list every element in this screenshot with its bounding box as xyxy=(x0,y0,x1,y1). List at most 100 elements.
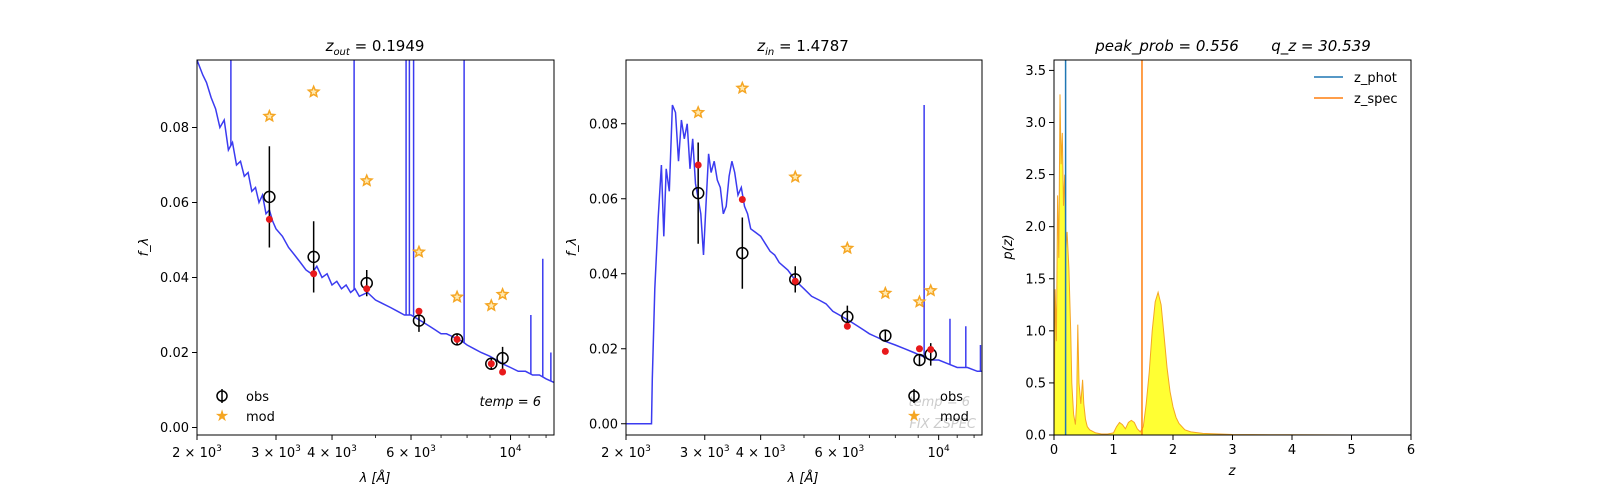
x-axis-label: λ [Å] xyxy=(787,470,819,486)
axes-frame xyxy=(196,59,555,436)
y-tick-label: 0.0 xyxy=(1025,429,1046,444)
x-tick-base: 6 × 10 xyxy=(815,446,859,461)
fit-point xyxy=(738,196,746,203)
series-group xyxy=(626,80,982,425)
fit-point xyxy=(694,161,702,169)
legend-obs-label: obs xyxy=(940,390,963,405)
legend: z_phot z_spec xyxy=(1314,71,1398,107)
x-tick-base: 2 × 10 xyxy=(172,446,216,461)
y-ticks: 0.00 0.02 0.04 0.06 0.08 xyxy=(160,121,197,436)
pz-area xyxy=(1054,94,1352,435)
x-tick-exponent: 3 xyxy=(216,444,222,454)
obs-point xyxy=(263,190,276,204)
x-tick-label: 5 xyxy=(1347,443,1355,458)
legend-mod-marker: ★ xyxy=(215,406,229,425)
obs-point xyxy=(841,310,854,324)
fit-point xyxy=(415,307,423,315)
x-axis-label: λ [Å] xyxy=(359,470,391,486)
y-tick-label: 0.04 xyxy=(160,271,189,286)
obs-point xyxy=(691,186,705,200)
model-star xyxy=(735,80,750,95)
fit-point xyxy=(915,345,923,353)
fit-point xyxy=(363,285,371,293)
x-tick-base: 3 × 10 xyxy=(251,446,295,461)
axes-frame xyxy=(1053,59,1412,436)
x-tick-label: 3 × 103 xyxy=(251,444,301,461)
x-tick-label: 2 × 103 xyxy=(601,444,651,461)
title-value: = 0.1949 xyxy=(350,37,425,55)
legend-zspec-label: z_spec xyxy=(1354,92,1398,107)
legend-obs-marker xyxy=(216,390,228,402)
obs-point xyxy=(879,329,892,342)
x-tick-label: 2 xyxy=(1169,443,1177,458)
x-tick-label: 0 xyxy=(1050,443,1058,458)
fit-point xyxy=(310,270,318,278)
watermark-template: temp = 6 xyxy=(909,395,970,410)
title-value: = 1.4787 xyxy=(774,37,849,55)
panel-zin-title: zin = 1.4787 xyxy=(756,37,849,58)
x-tick-label: 6 × 103 xyxy=(386,444,436,461)
x-tick-base: 10 xyxy=(928,446,945,461)
x-tick-base: 4 × 10 xyxy=(736,446,780,461)
y-tick-label: 1.0 xyxy=(1025,324,1046,339)
y-tick-label: 0.5 xyxy=(1025,376,1046,391)
x-tick-label: 4 xyxy=(1288,443,1296,458)
fit-point xyxy=(881,347,889,355)
y-tick-label: 2.0 xyxy=(1025,220,1046,235)
model-star xyxy=(840,240,855,255)
y-tick-label: 2.5 xyxy=(1025,168,1046,183)
x-tick-label: 104 xyxy=(928,444,951,461)
obs-point xyxy=(736,246,749,260)
x-tick-base: 2 × 10 xyxy=(601,446,645,461)
title-subscript: in xyxy=(765,47,774,58)
spectrum-line xyxy=(626,104,982,425)
fit-point xyxy=(499,368,507,376)
x-tick-exponent: 3 xyxy=(859,444,865,454)
x-tick-base: 3 × 10 xyxy=(680,446,724,461)
model-star xyxy=(262,108,277,123)
x-tick-exponent: 3 xyxy=(351,444,357,454)
model-star xyxy=(788,169,803,184)
x-axis-label: z xyxy=(1228,464,1237,479)
model-star xyxy=(912,294,927,308)
x-tick-label: 2 × 103 xyxy=(172,444,222,461)
plot-area xyxy=(1054,60,1352,435)
y-tick-label: 0.06 xyxy=(160,196,189,211)
series-group xyxy=(1054,60,1352,435)
fit-point xyxy=(927,346,935,353)
panel-zout-title: zout = 0.1949 xyxy=(325,37,425,58)
y-axis-label: p(z) xyxy=(1001,234,1016,260)
model-star xyxy=(878,285,893,300)
x-tick-exponent: 3 xyxy=(645,444,651,454)
y-axis-label: f_λ xyxy=(565,238,580,257)
y-tick-label: 0.08 xyxy=(589,117,618,132)
x-tick-exponent: 3 xyxy=(430,444,436,454)
x-tick-label: 3 xyxy=(1228,443,1236,458)
obs-point xyxy=(789,273,802,286)
model-star xyxy=(484,298,499,312)
x-tick-label: 4 × 103 xyxy=(736,444,786,461)
y-tick-label: 0.06 xyxy=(589,192,618,207)
panel-zin: zin = 1.4787 temp = 6 FIX ZSPEC 2 × 103 3… xyxy=(565,37,983,486)
y-tick-label: 3.5 xyxy=(1025,64,1046,79)
model-star xyxy=(449,289,465,304)
spectrum-line xyxy=(197,60,554,384)
x-tick-base: 10 xyxy=(499,446,516,461)
plot-area xyxy=(626,80,982,425)
legend-mod-label: mod xyxy=(940,410,969,425)
x-tick-base: 4 × 10 xyxy=(307,446,351,461)
watermark: temp = 6 FIX ZSPEC xyxy=(909,395,977,432)
pz-line xyxy=(1054,94,1352,435)
x-tick-label: 4 × 103 xyxy=(307,444,357,461)
legend-zphot-label: z_phot xyxy=(1354,71,1397,86)
model-star xyxy=(495,286,510,301)
fit-point xyxy=(791,277,799,285)
model-star xyxy=(306,84,321,98)
obs-point xyxy=(485,357,498,370)
fit-point xyxy=(453,335,461,343)
template-annotation: temp = 6 xyxy=(480,395,541,410)
legend: obs ★ mod xyxy=(907,389,969,425)
legend-obs-marker xyxy=(908,390,920,402)
panel-zout: zout = 0.1949 2 × 103 3 × 103 4 × 103 6 × 1… xyxy=(137,37,555,486)
